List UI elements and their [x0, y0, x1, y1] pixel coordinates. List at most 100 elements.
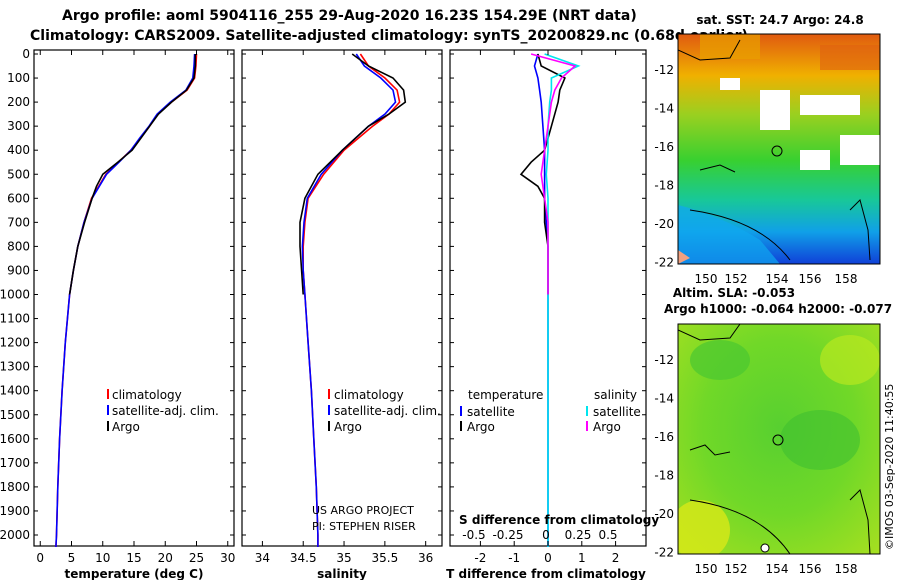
s-tick-label: -0.25	[492, 528, 523, 542]
sla-title-line2: Argo h1000: -0.064 h2000: -0.077	[664, 302, 892, 316]
x-tick-label: 1	[578, 551, 586, 565]
credit-line1: US ARGO PROJECT	[312, 504, 414, 517]
x-tick-label: 10	[95, 551, 110, 565]
sst-map-axes: 150 152 154 156 158 -12 -14 -16 -18 -20 -22	[654, 63, 857, 286]
depth-tick-label: 800	[7, 239, 30, 253]
sla-low-anomaly	[780, 410, 860, 470]
legend-s-satellite-label: satellite	[593, 405, 641, 419]
depth-tick-label: 1600	[0, 432, 30, 446]
timestamp: ©IMOS 03-Sep-2020 11:40:55	[883, 384, 896, 550]
depth-tick-label: 1500	[0, 408, 30, 422]
depth-tick-label: 600	[7, 191, 30, 205]
s-tick-label: 0	[542, 528, 550, 542]
sla-coastline	[678, 324, 741, 341]
depth-tick-label: 200	[7, 95, 30, 109]
sst-depth-contour	[689, 209, 791, 261]
x-tick-label: 36	[418, 551, 433, 565]
depth-tick-label: 400	[7, 143, 30, 157]
salinity-legend: climatology satellite-adj. clim. Argo	[328, 388, 441, 434]
depth-axis: 0 100 200 300 400 500 600 700 800 900 1000 1100 1200…	[0, 47, 646, 542]
legend-argo-label: Argo	[334, 420, 362, 434]
map-x-tick-label: 152	[725, 272, 748, 286]
map-x-tick-label: 150	[695, 272, 718, 286]
difference-plot: -2 -1 0 1 2	[474, 50, 619, 565]
map-y-tick-label: -18	[654, 469, 674, 483]
x-tick-label: 20	[158, 551, 173, 565]
x-tick-label: 25	[189, 551, 204, 565]
x-tick-label: 5	[68, 551, 76, 565]
salinity-panel	[241, 49, 443, 547]
credit-line2: PI: STEPHEN RISER	[312, 520, 416, 533]
depth-tick-label: 300	[7, 119, 30, 133]
sst-map	[678, 34, 880, 264]
depth-tick-label: 1200	[0, 336, 30, 350]
sst-depth-contour	[849, 199, 871, 261]
series-line-s-argo	[530, 53, 577, 295]
temperature-plot: 0 5 10 15 20 25 30	[36, 50, 235, 565]
x-tick-label: 0	[36, 551, 44, 565]
series-line-satellite	[301, 53, 397, 547]
sla-map-frame	[677, 323, 881, 555]
sst-map-title: sat. SST: 24.7 Argo: 24.8	[696, 13, 863, 27]
sst-map-frame	[677, 33, 881, 265]
salinity-xlabel: salinity	[317, 567, 367, 580]
x-tick-label: -1	[508, 551, 520, 565]
sst-cloud-gap	[800, 95, 860, 115]
map-y-tick-label: -12	[654, 353, 674, 367]
depth-tick-label: 1900	[0, 504, 30, 518]
map-y-tick-label: -18	[654, 179, 674, 193]
legend-salinity-title: salinity	[594, 388, 637, 402]
sst-cool-region	[678, 205, 780, 264]
sla-title-line1: Altim. SLA: -0.053	[673, 286, 795, 300]
legend-satellite-label: satellite-adj. clim.	[334, 404, 441, 418]
depth-tick-label: 1400	[0, 384, 30, 398]
map-x-tick-label: 156	[799, 272, 822, 286]
map-y-tick-label: -22	[654, 256, 674, 270]
map-y-tick-label: -22	[654, 546, 674, 560]
sst-cloud-gap	[840, 135, 880, 165]
map-x-tick-label: 154	[766, 562, 789, 576]
map-y-tick-label: -16	[654, 430, 674, 444]
map-x-tick-label: 158	[835, 272, 858, 286]
s-tick-label: 0.5	[598, 528, 617, 542]
x-tick-label: 2	[612, 551, 620, 565]
depth-tick-label: 2000	[0, 528, 30, 542]
x-tick-label: -2	[474, 551, 486, 565]
x-tick-label: 0	[544, 551, 552, 565]
depth-tick-label: 100	[7, 71, 30, 85]
sst-warm-patch	[700, 34, 760, 59]
x-tick-label: 30	[220, 551, 235, 565]
sla-depth-contour	[849, 489, 871, 554]
series-line-t-argo	[519, 53, 566, 295]
map-y-tick-label: -14	[654, 102, 674, 116]
legend-t-argo-label: Argo	[467, 420, 495, 434]
sla-low-anomaly	[690, 340, 750, 380]
map-x-tick-label: 154	[766, 272, 789, 286]
depth-tick-label: 1300	[0, 360, 30, 374]
s-tick-label: -0.5	[462, 528, 485, 542]
map-y-tick-label: -14	[654, 392, 674, 406]
series-line-argo	[299, 53, 407, 295]
sla-high-anomaly	[678, 500, 730, 554]
sla-high-anomaly	[820, 335, 880, 385]
difference-legend: temperature salinity satellite Argo sate…	[460, 388, 641, 434]
legend-satellite-label: satellite-adj. clim.	[112, 404, 219, 418]
legend-climatology-label: climatology	[334, 388, 404, 402]
sst-warm-patch	[820, 45, 880, 70]
x-tick-label: 35	[336, 551, 351, 565]
series-line-argo	[68, 54, 197, 295]
header-line1: Argo profile: aoml 5904116_255 29-Aug-20…	[62, 8, 637, 24]
sla-reef-contour	[689, 444, 731, 456]
map-y-tick-label: -12	[654, 63, 674, 77]
sst-coastline	[678, 39, 741, 61]
depth-tick-label: 1000	[0, 288, 30, 302]
sst-cloud-gap	[800, 150, 830, 170]
legend-argo-label: Argo	[112, 420, 140, 434]
depth-tick-label: 1700	[0, 456, 30, 470]
x-tick-label: 15	[126, 551, 141, 565]
header-line2: Climatology: CARS2009. Satellite-adjuste…	[30, 28, 748, 44]
legend-s-argo-label: Argo	[593, 420, 621, 434]
depth-tick-label: 0	[22, 47, 30, 61]
x-tick-label: 34	[255, 551, 270, 565]
